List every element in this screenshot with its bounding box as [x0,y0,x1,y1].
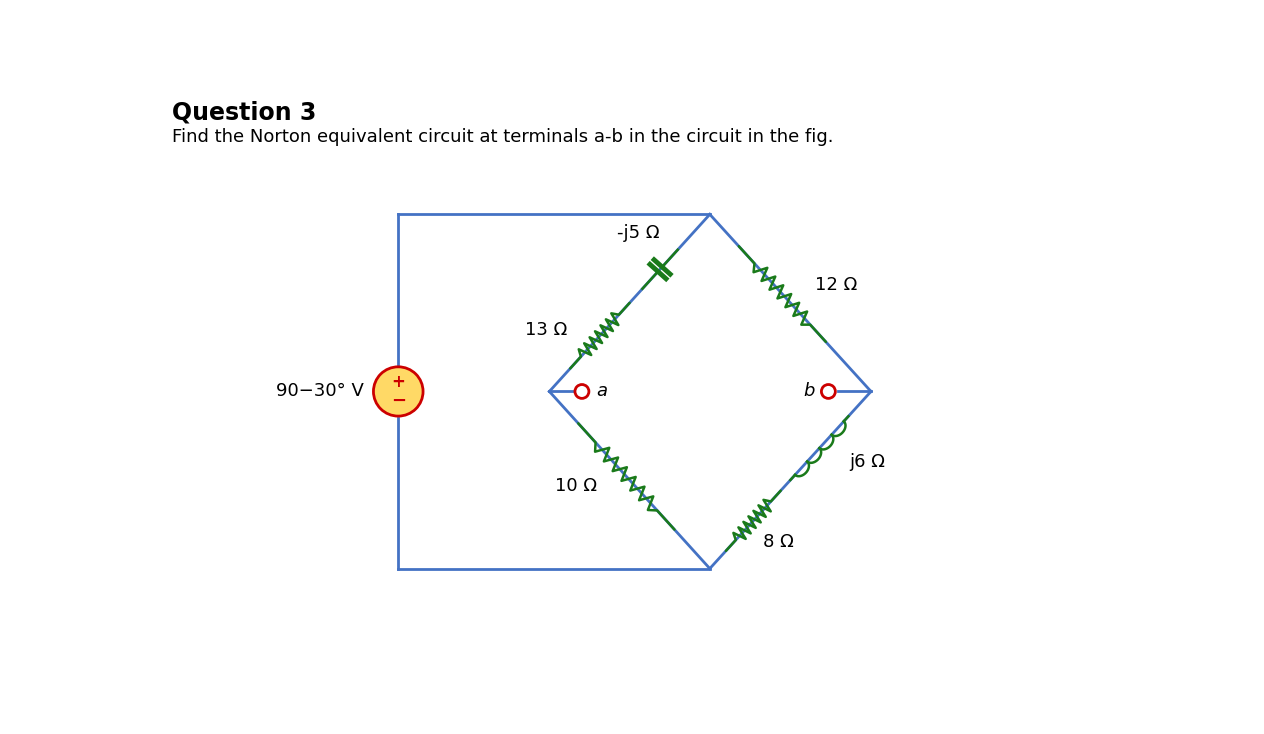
Circle shape [373,367,423,416]
Text: 90−30° V: 90−30° V [277,382,364,401]
Circle shape [822,385,836,399]
Text: Find the Norton equivalent circuit at terminals a-b in the circuit in the fig.: Find the Norton equivalent circuit at te… [172,128,833,146]
Text: +: + [392,373,406,391]
Text: j6 Ω: j6 Ω [849,453,885,471]
Text: a: a [595,382,607,401]
Text: b: b [803,382,814,401]
Text: 10 Ω: 10 Ω [555,476,597,495]
Text: -j5 Ω: -j5 Ω [617,225,660,242]
Text: Question 3: Question 3 [172,101,316,124]
Text: −: − [391,392,406,410]
Text: 13 Ω: 13 Ω [525,321,568,338]
Text: 12 Ω: 12 Ω [815,276,857,294]
Circle shape [575,385,589,399]
Text: 8 Ω: 8 Ω [762,534,794,551]
